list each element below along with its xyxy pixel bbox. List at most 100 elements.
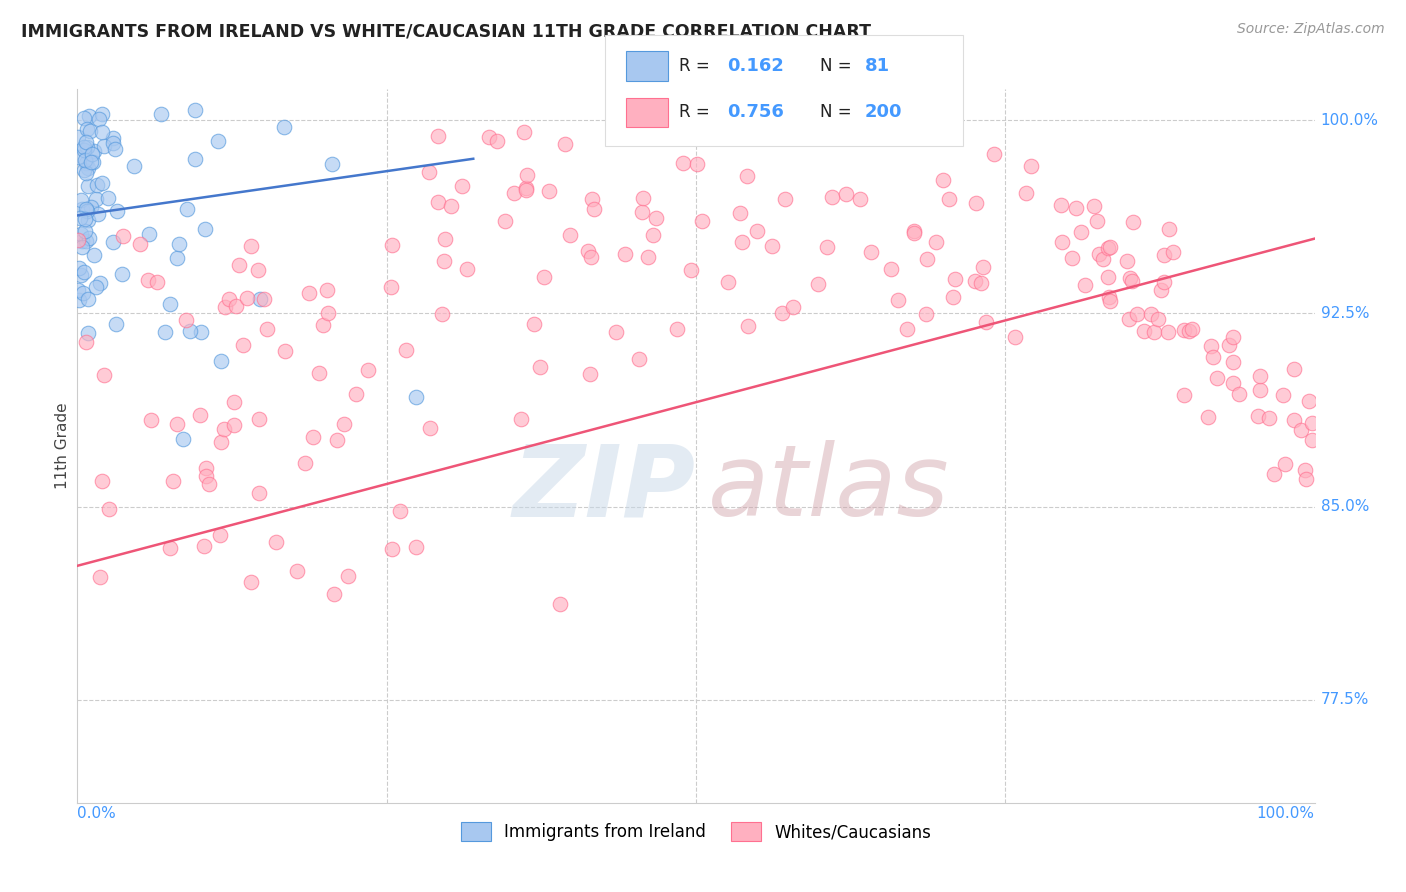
Point (380, 280, 402, 294)
Text: 0.756: 0.756 (727, 103, 783, 121)
Point (76, 139, 98, 153)
Point (381, 541, 404, 556)
Point (1088, 247, 1111, 261)
Point (770, 306, 793, 320)
Point (155, 325, 177, 339)
Point (983, 147, 1005, 161)
Point (1070, 225, 1092, 239)
Point (76, 204, 98, 219)
Point (835, 187, 858, 202)
Point (666, 321, 689, 335)
Point (176, 202, 198, 216)
Text: 92.5%: 92.5% (1320, 306, 1369, 321)
Point (179, 324, 201, 338)
Point (128, 236, 150, 251)
Point (1153, 248, 1175, 262)
Point (247, 486, 270, 500)
Point (190, 325, 212, 339)
Point (75, 166, 97, 180)
Point (1173, 388, 1195, 402)
Point (70, 240, 93, 254)
Point (73, 139, 96, 153)
Point (1222, 330, 1244, 344)
Point (188, 409, 211, 423)
Point (298, 286, 321, 301)
Point (485, 134, 508, 148)
Point (76, 178, 98, 193)
Point (67, 129, 90, 144)
Point (896, 322, 918, 336)
Point (917, 252, 939, 266)
Point (1014, 186, 1036, 201)
Point (432, 307, 454, 321)
Point (356, 362, 378, 376)
Point (93, 138, 115, 153)
Point (67, 293, 90, 308)
Point (75, 224, 97, 238)
Point (554, 137, 576, 152)
Point (198, 477, 221, 491)
Point (247, 262, 270, 277)
Point (1289, 423, 1312, 437)
Point (214, 300, 236, 314)
Point (686, 157, 709, 171)
Point (1258, 411, 1281, 425)
Text: 0.162: 0.162 (727, 57, 783, 75)
Point (1153, 275, 1175, 289)
Point (90, 107, 112, 121)
Point (1122, 215, 1144, 229)
Point (316, 305, 339, 319)
Point (194, 222, 217, 236)
Point (101, 235, 124, 250)
Point (184, 152, 207, 166)
Text: Source: ZipAtlas.com: Source: ZipAtlas.com (1237, 22, 1385, 37)
Point (273, 120, 295, 134)
Point (965, 196, 987, 211)
Point (1097, 241, 1119, 255)
Point (1097, 269, 1119, 284)
Point (942, 290, 965, 304)
Point (1227, 387, 1250, 401)
Point (938, 192, 960, 206)
Point (1064, 201, 1087, 215)
Point (87, 112, 110, 126)
Point (548, 597, 571, 611)
Point (70, 234, 93, 248)
Point (644, 211, 666, 226)
Point (477, 130, 499, 145)
Point (849, 192, 872, 206)
Point (77, 292, 100, 306)
Point (728, 205, 751, 219)
Point (82, 146, 104, 161)
Point (1060, 252, 1083, 266)
Point (1202, 350, 1225, 364)
Point (162, 475, 184, 489)
Point (209, 354, 232, 368)
Point (222, 394, 245, 409)
Point (1282, 412, 1305, 426)
Point (972, 260, 994, 274)
Point (70, 268, 93, 282)
Point (903, 226, 925, 240)
Point (89, 276, 111, 290)
Point (193, 539, 215, 553)
Point (73, 111, 96, 125)
Point (560, 228, 582, 243)
Point (880, 262, 903, 277)
Point (228, 258, 250, 272)
Point (637, 250, 659, 264)
Point (943, 272, 966, 286)
Point (1049, 198, 1071, 212)
Text: 100.0%: 100.0% (1320, 112, 1379, 128)
Point (1177, 324, 1199, 338)
Point (76, 122, 98, 136)
Point (974, 315, 997, 329)
Point (72, 202, 94, 217)
Point (224, 417, 246, 432)
Point (97, 191, 120, 205)
Point (1222, 376, 1244, 390)
Point (76, 161, 98, 176)
Point (1126, 307, 1149, 321)
Point (427, 129, 450, 144)
Point (523, 317, 546, 331)
